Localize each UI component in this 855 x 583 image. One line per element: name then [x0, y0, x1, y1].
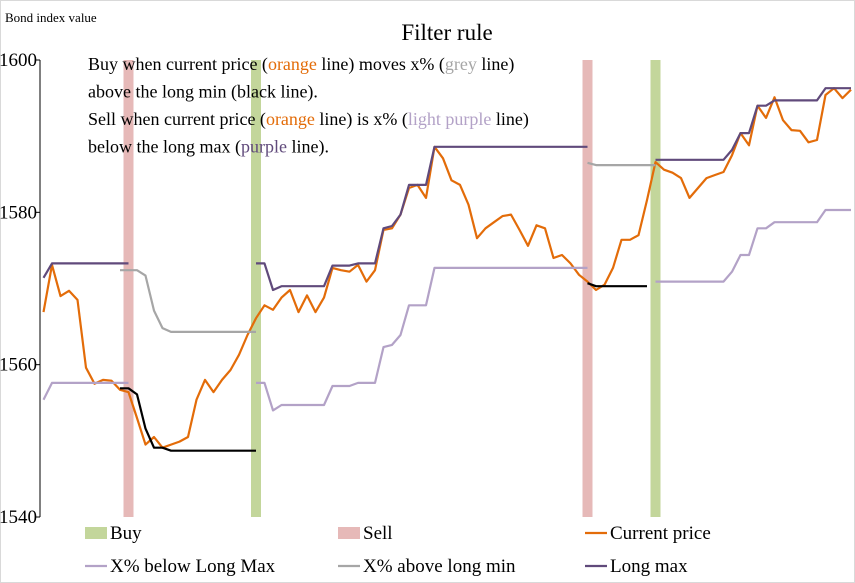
legend-label: Sell: [363, 523, 393, 544]
legend-label: Long max: [610, 556, 688, 577]
legend-label: Buy: [110, 523, 142, 544]
annotation-segment: grey: [445, 54, 477, 74]
y-axis-label: Bond index value: [5, 10, 97, 25]
annotation-segment: light purple: [408, 109, 492, 129]
annotation-segment: line): [491, 109, 529, 130]
bar: [582, 60, 593, 517]
bar: [123, 60, 134, 517]
plot-area: 1540 1560 1580 1600: [0, 50, 852, 528]
annotation-segment: above the long min (black line).: [88, 82, 318, 103]
annotation: above the long min (black line).: [88, 82, 318, 103]
line-series: [120, 282, 647, 452]
annotation-segment: purple: [241, 137, 287, 157]
annotation-segment: orange: [266, 109, 315, 129]
legend-label: Current price: [610, 523, 711, 544]
annotation-segment: Buy when current price (: [88, 54, 268, 75]
line-series: [120, 161, 656, 333]
y-tick-label: 1560: [0, 355, 37, 376]
annotation-segment: orange: [268, 54, 317, 74]
annotation: Sell when current price (orange line) is…: [88, 109, 529, 130]
annotation: below the long max (purple line).: [88, 137, 329, 158]
annotation-segment: below the long max (: [88, 137, 241, 158]
y-tick-label: 1580: [0, 202, 37, 223]
y-tick-label: 1540: [0, 507, 37, 528]
annotation-segment: Sell when current price (: [88, 109, 266, 130]
annotation: Buy when current price (orange line) mov…: [88, 54, 514, 75]
legend-label: X% above long min: [363, 556, 516, 577]
annotation-segment: line): [477, 54, 515, 75]
legend-swatch: [85, 527, 107, 539]
annotation-segment: line) moves x% (: [317, 54, 445, 75]
bar: [251, 60, 261, 517]
y-tick-label: 1600: [0, 50, 37, 71]
chart-title: Filter rule: [401, 20, 492, 45]
line-series: [42, 208, 851, 412]
legend-label: X% below Long Max: [110, 556, 276, 577]
line-series: [42, 87, 851, 292]
annotation-segment: line) is x% (: [315, 109, 408, 130]
bar: [650, 60, 661, 517]
line-series: [42, 87, 852, 449]
legend-swatch: [338, 527, 360, 539]
annotation-segment: line).: [287, 137, 329, 158]
